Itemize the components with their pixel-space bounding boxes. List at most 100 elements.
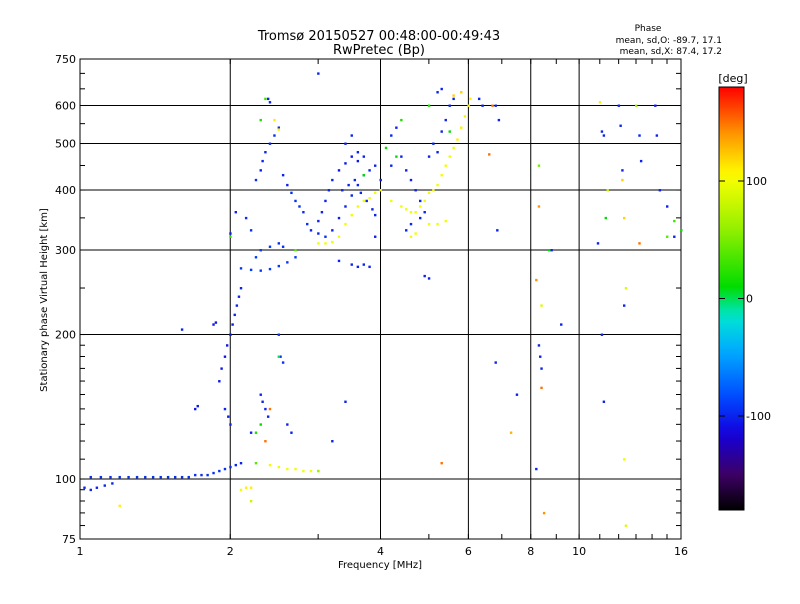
data-point bbox=[294, 199, 297, 203]
data-point bbox=[277, 333, 281, 336]
data-point bbox=[249, 486, 253, 489]
data-point bbox=[259, 169, 262, 172]
data-point bbox=[331, 229, 334, 232]
plot-area: 1 2 4 6 8 10 16 75 100 200 300 400 500 600 750 bbox=[55, 53, 688, 558]
data-point bbox=[550, 249, 553, 252]
data-point bbox=[231, 323, 234, 326]
data-point bbox=[456, 138, 459, 141]
data-point bbox=[481, 104, 484, 107]
data-point bbox=[229, 235, 232, 238]
data-point bbox=[539, 355, 542, 358]
data-point bbox=[452, 94, 455, 97]
colorbar-tick-label: -100 bbox=[746, 410, 771, 423]
data-point bbox=[540, 386, 543, 390]
data-point bbox=[268, 142, 272, 145]
data-point bbox=[405, 169, 408, 172]
data-point bbox=[277, 264, 281, 268]
data-point bbox=[353, 178, 357, 182]
data-point bbox=[118, 475, 121, 479]
data-point bbox=[229, 232, 232, 235]
data-point bbox=[666, 205, 669, 208]
data-point bbox=[350, 194, 353, 197]
data-point bbox=[233, 313, 236, 317]
data-point bbox=[159, 475, 162, 479]
data-point bbox=[622, 458, 626, 461]
data-point bbox=[467, 104, 470, 107]
phase-stat-x: mean, sd,X: 87.4, 17.2 bbox=[620, 47, 722, 57]
data-point bbox=[331, 240, 334, 244]
y-tick-label: 75 bbox=[62, 533, 76, 546]
data-point bbox=[409, 235, 413, 238]
data-point bbox=[537, 164, 541, 167]
data-point bbox=[448, 155, 451, 158]
data-point bbox=[317, 242, 320, 245]
data-point bbox=[390, 134, 393, 137]
y-tick-label: 100 bbox=[55, 473, 76, 486]
data-point bbox=[331, 178, 334, 182]
data-point bbox=[368, 169, 371, 172]
data-point bbox=[237, 295, 241, 298]
data-point bbox=[266, 97, 270, 101]
data-point bbox=[427, 277, 431, 280]
data-point bbox=[423, 274, 426, 278]
data-point bbox=[290, 191, 293, 195]
data-point bbox=[409, 222, 413, 226]
data-point bbox=[234, 463, 238, 467]
data-point bbox=[259, 118, 262, 122]
data-point bbox=[135, 475, 139, 479]
data-point bbox=[194, 407, 197, 411]
data-point bbox=[602, 134, 606, 137]
data-point bbox=[414, 189, 417, 192]
data-point bbox=[622, 216, 626, 220]
data-point bbox=[218, 380, 221, 383]
data-point bbox=[436, 183, 439, 187]
x-axis-label: Frequency [MHz] bbox=[338, 560, 422, 571]
data-point bbox=[254, 431, 258, 434]
data-point bbox=[320, 211, 324, 214]
data-point bbox=[235, 304, 239, 307]
data-point bbox=[286, 423, 289, 426]
data-point bbox=[277, 128, 281, 131]
data-point bbox=[277, 465, 281, 469]
data-point bbox=[419, 205, 422, 208]
data-point bbox=[268, 245, 272, 248]
data-point bbox=[638, 242, 641, 245]
data-point bbox=[206, 473, 209, 477]
data-point bbox=[469, 97, 472, 101]
y-tick-label: 500 bbox=[55, 138, 76, 151]
phase-heading: Phase bbox=[635, 24, 662, 34]
data-point bbox=[440, 173, 443, 177]
data-point bbox=[537, 205, 541, 208]
data-point bbox=[535, 278, 538, 282]
y-tick-label: 400 bbox=[55, 184, 76, 197]
data-point bbox=[655, 134, 659, 137]
data-point bbox=[440, 130, 443, 133]
data-point bbox=[196, 404, 199, 408]
data-point bbox=[436, 222, 439, 226]
data-point bbox=[239, 267, 243, 270]
data-point bbox=[200, 473, 203, 477]
data-point bbox=[324, 199, 327, 203]
data-point bbox=[423, 199, 426, 203]
data-point bbox=[327, 189, 331, 192]
data-point bbox=[254, 178, 258, 182]
data-point bbox=[395, 126, 398, 129]
data-point bbox=[374, 164, 377, 167]
x-tick-label: 2 bbox=[227, 545, 234, 558]
x-tick-label: 1 bbox=[77, 545, 84, 558]
data-point bbox=[419, 216, 422, 220]
data-point bbox=[362, 199, 366, 203]
data-point bbox=[362, 155, 366, 158]
data-point bbox=[225, 344, 229, 347]
data-point bbox=[290, 431, 293, 434]
data-point bbox=[432, 142, 435, 145]
data-point bbox=[151, 475, 155, 479]
data-point bbox=[249, 499, 253, 503]
data-point bbox=[261, 400, 264, 403]
data-point bbox=[374, 235, 377, 238]
colorbar-tick-label: 0 bbox=[746, 293, 753, 306]
chart-title: Tromsø 20150527 00:48:00-00:49:43 bbox=[257, 29, 500, 44]
data-point bbox=[356, 159, 360, 163]
data-point bbox=[344, 142, 347, 145]
